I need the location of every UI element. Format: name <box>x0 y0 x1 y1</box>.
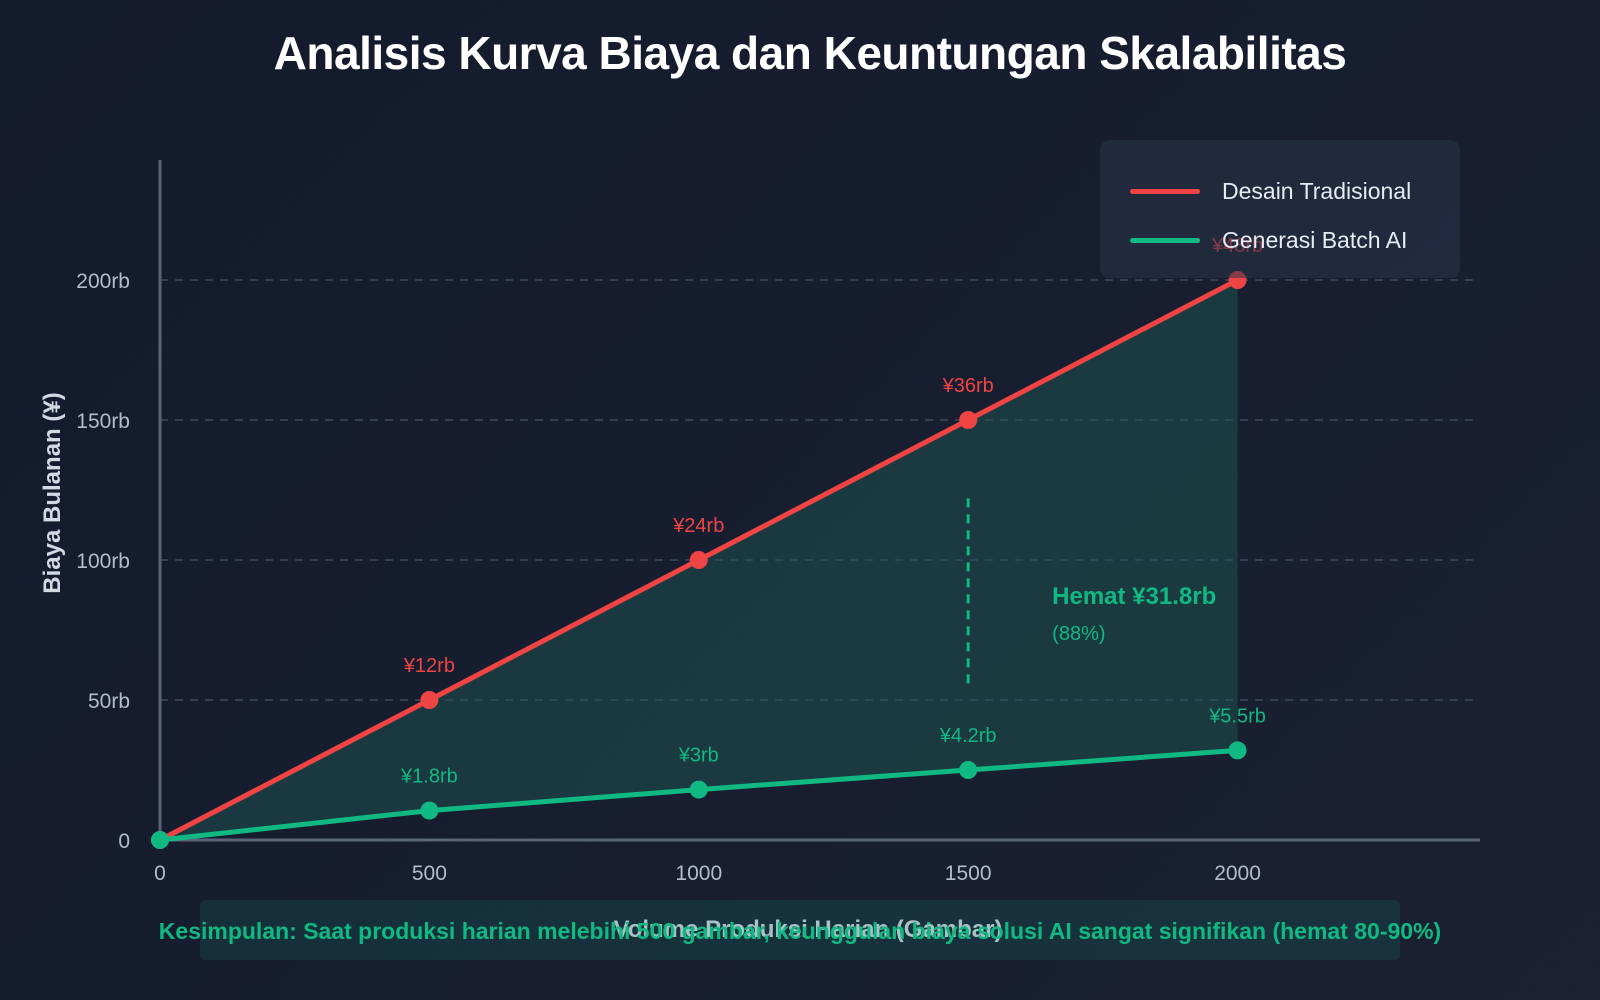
data-point-traditional <box>959 411 978 429</box>
data-label-traditional: ¥36rb <box>942 375 994 397</box>
savings-annotation-title: Hemat ¥31.8rb <box>1052 583 1216 610</box>
x-tick-label: 500 <box>412 862 447 885</box>
annotation-layer: Hemat ¥31.8rb (88%) <box>966 498 1216 686</box>
conclusion-text: Kesimpulan: Saat produksi harian melebih… <box>158 918 1442 944</box>
grid-lines <box>160 279 1480 701</box>
data-point-ai <box>420 801 439 820</box>
x-tick-label: 1000 <box>675 862 722 885</box>
data-label-ai: ¥4.2rb <box>939 725 997 747</box>
data-point-ai <box>151 831 169 849</box>
conclusion-box <box>200 900 1400 960</box>
data-point-ai <box>1228 741 1247 760</box>
legend-swatch-traditional <box>1130 189 1200 194</box>
savings-annotation-percent: (88%) <box>1052 623 1105 645</box>
y-tick-label: 100rb <box>76 550 130 573</box>
legend-item-traditional: Desain Tradisional <box>1130 178 1411 205</box>
data-point-traditional <box>689 551 708 569</box>
x-tick-label: 2000 <box>1214 862 1261 885</box>
data-label-ai: ¥1.8rb <box>400 766 458 788</box>
x-axis-label: Volume Produksi Harian (Gambar) <box>614 916 1003 943</box>
legend-label-ai: Generasi Batch AI <box>1222 227 1408 253</box>
data-label-traditional: ¥12rb <box>403 655 455 677</box>
legend-label-traditional: Desain Tradisional <box>1222 178 1412 204</box>
legend-item-ai: Generasi Batch AI <box>1130 227 1407 254</box>
x-tick-label: 1500 <box>945 862 992 885</box>
data-label-ai: ¥3rb <box>678 745 719 767</box>
data-label-ai: ¥5.5rb <box>1208 705 1266 727</box>
data-point-traditional <box>420 691 439 709</box>
y-axis-label: Biaya Bulanan (¥) <box>39 392 66 593</box>
data-point-ai <box>959 761 978 779</box>
legend: Desain Tradisional Generasi Batch AI <box>1100 140 1460 278</box>
x-tick-label: 0 <box>154 862 166 885</box>
y-tick-label: 150rb <box>76 410 130 433</box>
legend-swatch-ai <box>1130 238 1200 243</box>
data-label-traditional: ¥24rb <box>672 515 724 537</box>
data-point-ai <box>689 780 708 799</box>
y-tick-label: 200rb <box>76 270 130 293</box>
axis-ticks: 0 50rb 100rb 150rb 200rb 0 500 1000 1500 2000 <box>76 270 1261 885</box>
chart-title: Analisis Kurva Biaya dan Keuntungan Skal… <box>273 27 1347 79</box>
y-tick-label: 50rb <box>88 690 130 713</box>
y-tick-label: 0 <box>118 830 130 853</box>
